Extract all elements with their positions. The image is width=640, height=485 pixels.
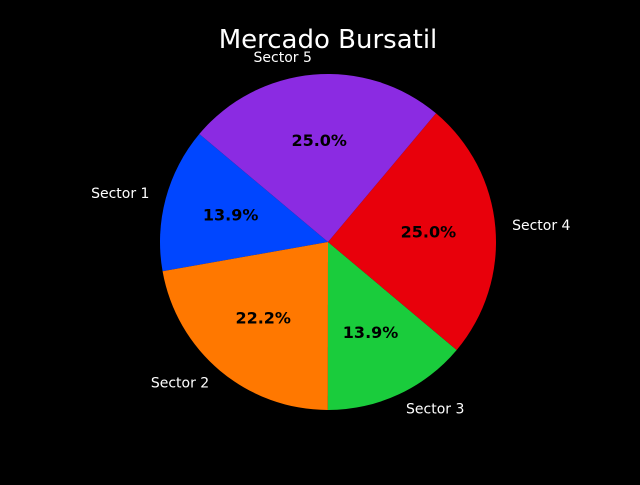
slice-percent-sector-4: 25.0% [401, 223, 457, 242]
slice-label-sector-2: Sector 2 [151, 376, 209, 392]
slice-percent-sector-2: 22.2% [235, 309, 291, 328]
pie-slice-sector-4 [328, 113, 496, 350]
slice-label-sector-1: Sector 1 [91, 186, 149, 202]
slice-label-sector-4: Sector 4 [512, 218, 570, 234]
pie-slice-sector-5 [199, 74, 436, 242]
slice-label-sector-5: Sector 5 [254, 50, 312, 66]
slice-percent-sector-5: 25.0% [291, 131, 347, 150]
pie-slices [159, 74, 496, 411]
pie-slice-sector-2 [162, 242, 328, 410]
pie-labels: Sector 1 13.9% Sector 2 22.2% Sector 3 13.9% S… [91, 50, 570, 418]
slice-percent-sector-3: 13.9% [343, 323, 399, 342]
slice-percent-sector-1: 13.9% [203, 205, 259, 224]
chart-title: Mercado Bursatil [219, 25, 438, 55]
slice-label-sector-3: Sector 3 [406, 402, 464, 418]
pie-slice-sector-3 [327, 242, 457, 411]
pie-slice-sector-1 [159, 134, 328, 272]
